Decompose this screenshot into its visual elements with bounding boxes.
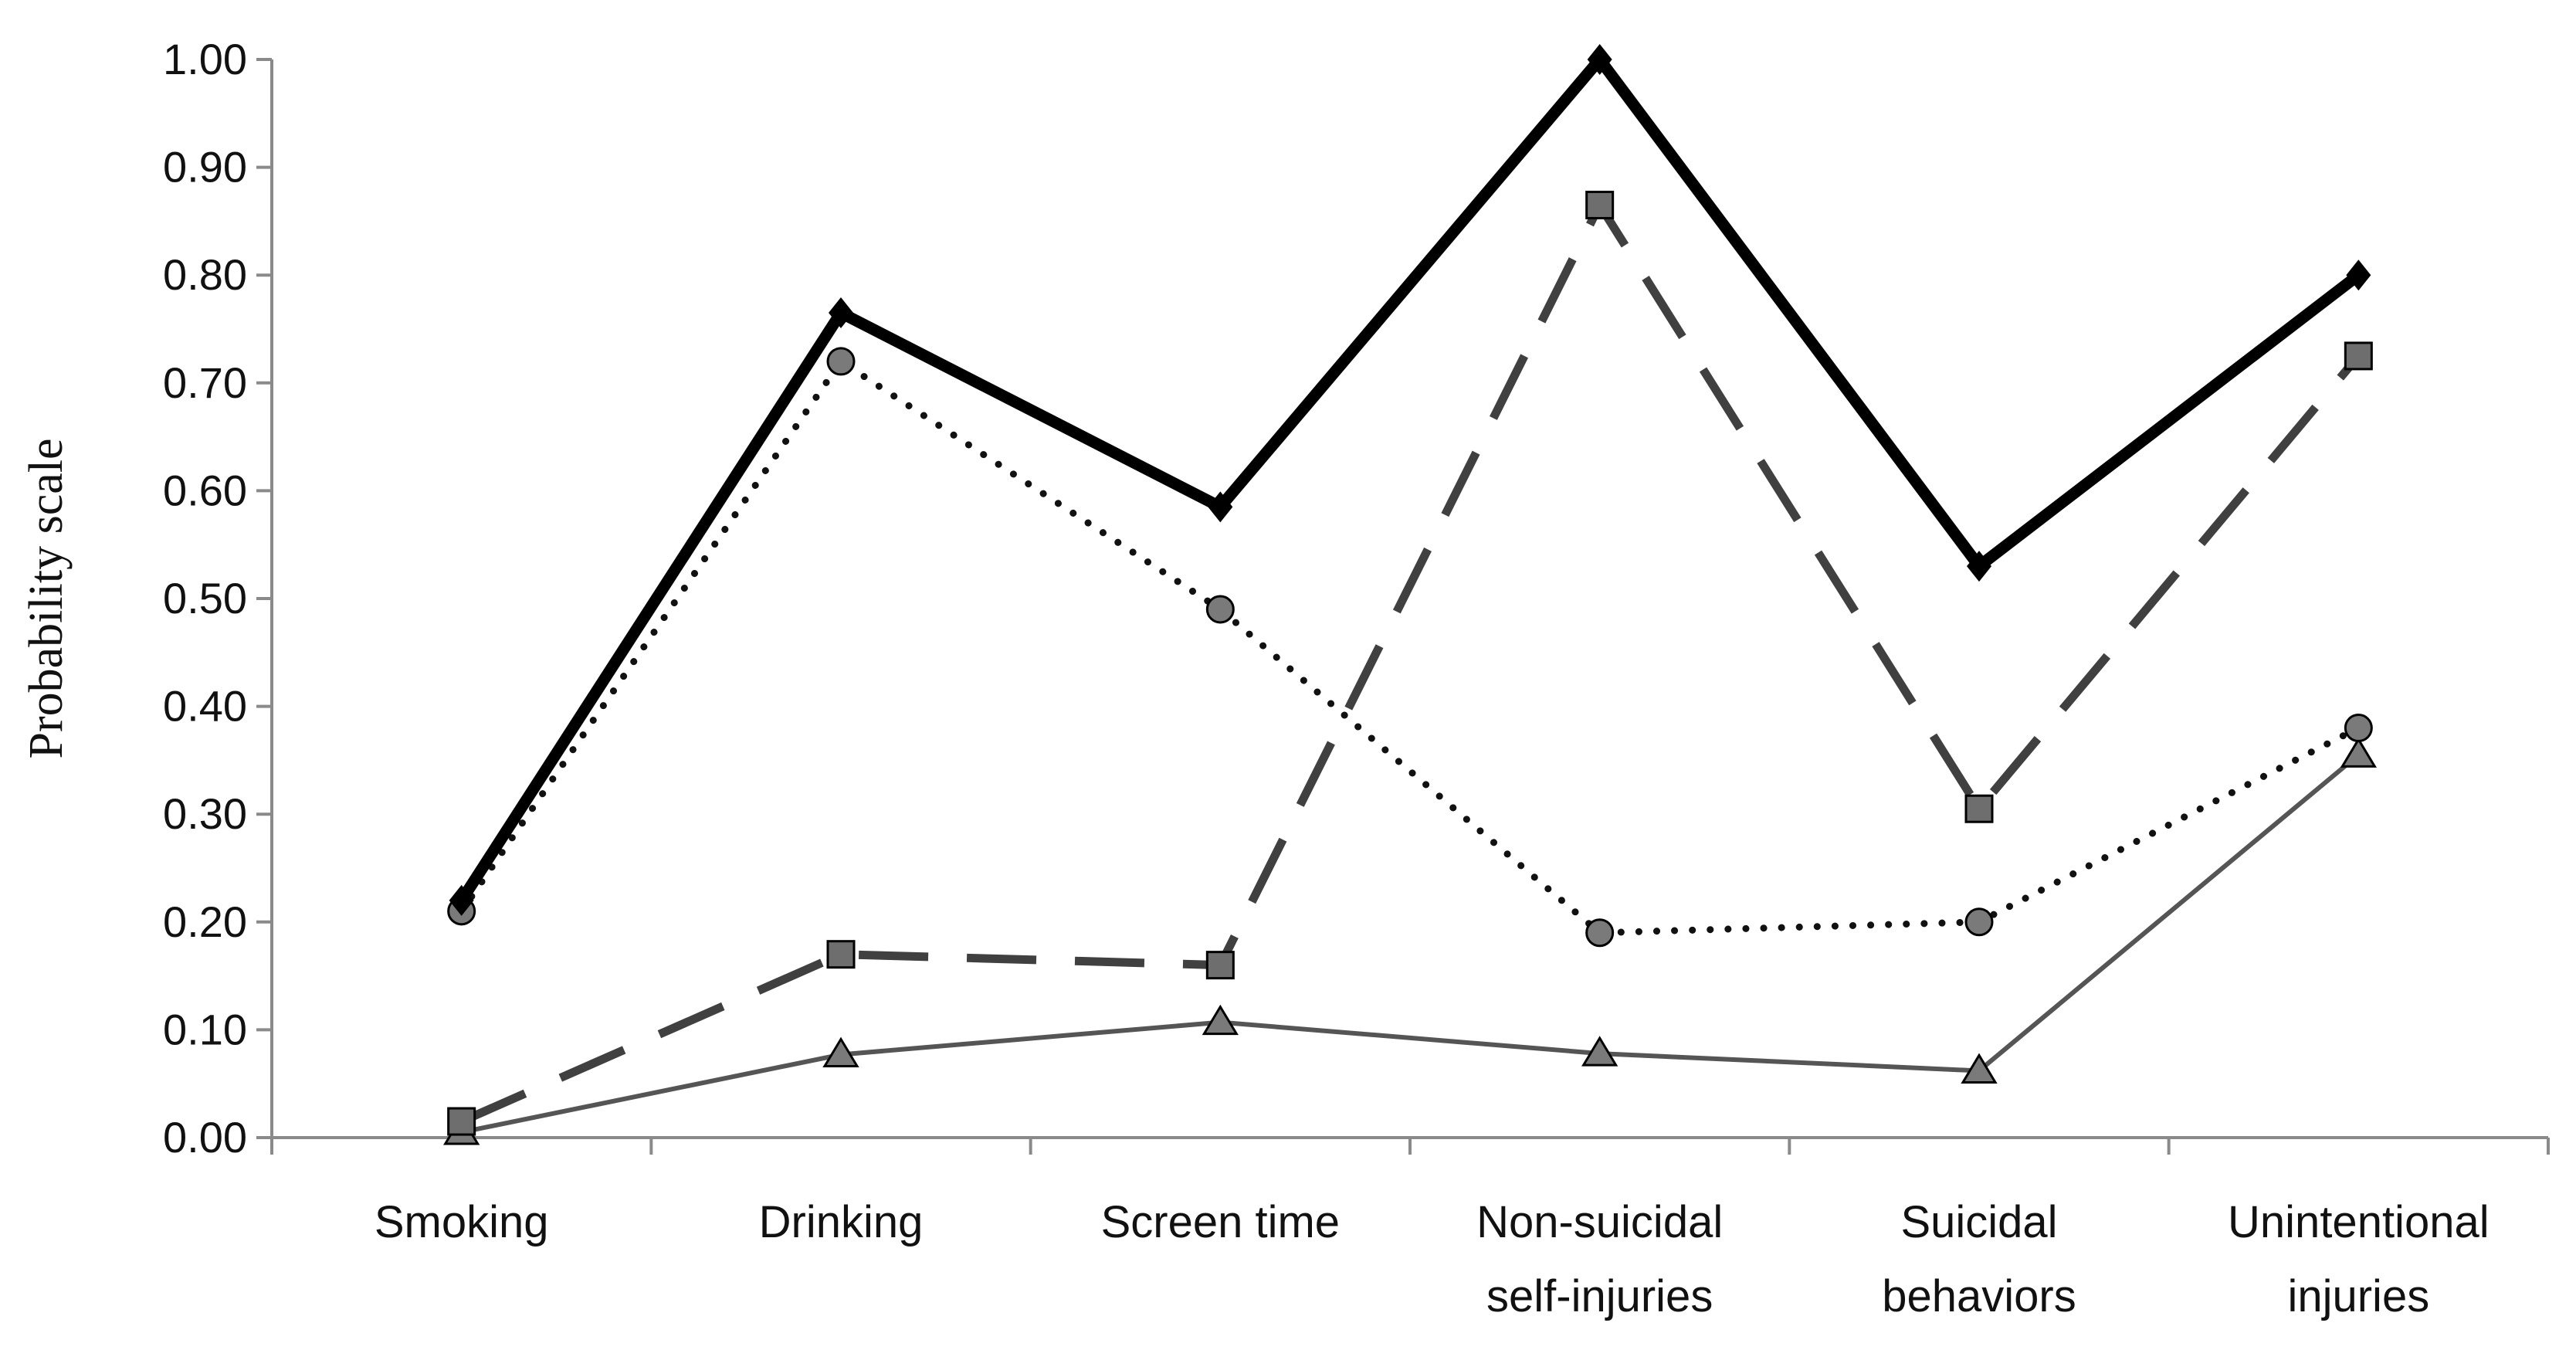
data-point-diamond — [449, 884, 474, 916]
series-3 — [447, 190, 2373, 1136]
data-point-triangle — [2340, 737, 2377, 768]
y-tick-label: 0.90 — [163, 143, 247, 192]
series-4 — [443, 737, 2377, 1145]
data-point-triangle — [1581, 1036, 1618, 1067]
series-2 — [447, 347, 2373, 948]
x-tick-label-line: Unintentional — [2228, 1197, 2490, 1247]
y-tick-label: 1.00 — [163, 35, 247, 83]
data-point-diamond — [1208, 491, 1233, 523]
x-tick-label: Non-suicidal self-injuries — [1476, 1197, 1723, 1321]
series-line — [459, 752, 2361, 1135]
y-tick-label: 0.20 — [163, 897, 247, 946]
data-point-circle — [1205, 595, 1235, 624]
x-tick-label: Screen time — [1101, 1197, 1340, 1247]
data-point-triangle — [1961, 1053, 1998, 1084]
x-tick-label-line: self-injuries — [1486, 1271, 1713, 1321]
data-point-triangle — [822, 1036, 859, 1068]
y-tick-label: 0.00 — [163, 1113, 247, 1162]
series-1 — [449, 44, 2371, 916]
data-point-diamond — [829, 297, 853, 329]
data-point-triangle — [1202, 1004, 1239, 1036]
data-point-circle — [1585, 918, 1615, 948]
y-tick-label: 0.30 — [163, 789, 247, 838]
y-tick-label: 0.10 — [163, 1005, 247, 1053]
labels-layer: 0.00 0.10 0.20 0.30 0.40 0.50 0.60 0.70 0.80 0.90… — [163, 35, 2490, 1321]
y-tick-label: 0.70 — [163, 358, 247, 407]
y-axis-title: Probability scale — [20, 439, 73, 759]
data-point-square — [826, 940, 856, 969]
series-layer — [443, 44, 2377, 1145]
x-tick-label-line: injuries — [2287, 1271, 2429, 1321]
x-tick-label-line: Screen time — [1101, 1197, 1340, 1247]
x-tick-label: Suicidal behaviors — [1882, 1197, 2076, 1321]
data-point-diamond — [2346, 259, 2371, 291]
data-point-square — [1964, 794, 1994, 823]
series-line — [456, 49, 2364, 907]
data-point-circle — [1964, 907, 1994, 937]
series-line — [459, 196, 2362, 1126]
y-tick-label: 0.60 — [163, 466, 247, 514]
data-point-square — [1205, 951, 1235, 980]
series-line — [458, 356, 2362, 937]
x-tick-label: Unintentional injuries — [2228, 1197, 2490, 1321]
x-tick-label-line: Drinking — [759, 1197, 924, 1247]
x-tick-label: Drinking — [759, 1197, 924, 1247]
y-tick-label: 0.50 — [163, 574, 247, 622]
data-point-circle — [2344, 714, 2373, 743]
x-tick-label-line: Non-suicidal — [1476, 1197, 1723, 1247]
data-point-diamond — [1587, 44, 1612, 75]
data-point-square — [1585, 190, 1615, 219]
data-point-circle — [826, 347, 856, 376]
x-tick-label-line: Smoking — [375, 1197, 549, 1247]
data-point-diamond — [1967, 551, 1991, 582]
x-tick-label-line: behaviors — [1882, 1271, 2076, 1321]
y-tick-label: 0.80 — [163, 250, 247, 299]
y-tick-label: 0.40 — [163, 682, 247, 731]
x-tick-label-line: Suicidal — [1900, 1197, 2057, 1247]
data-point-square — [2344, 341, 2373, 371]
x-tick-label: Smoking — [375, 1197, 549, 1247]
data-point-square — [447, 1107, 476, 1136]
chart-axes — [256, 58, 2550, 1155]
